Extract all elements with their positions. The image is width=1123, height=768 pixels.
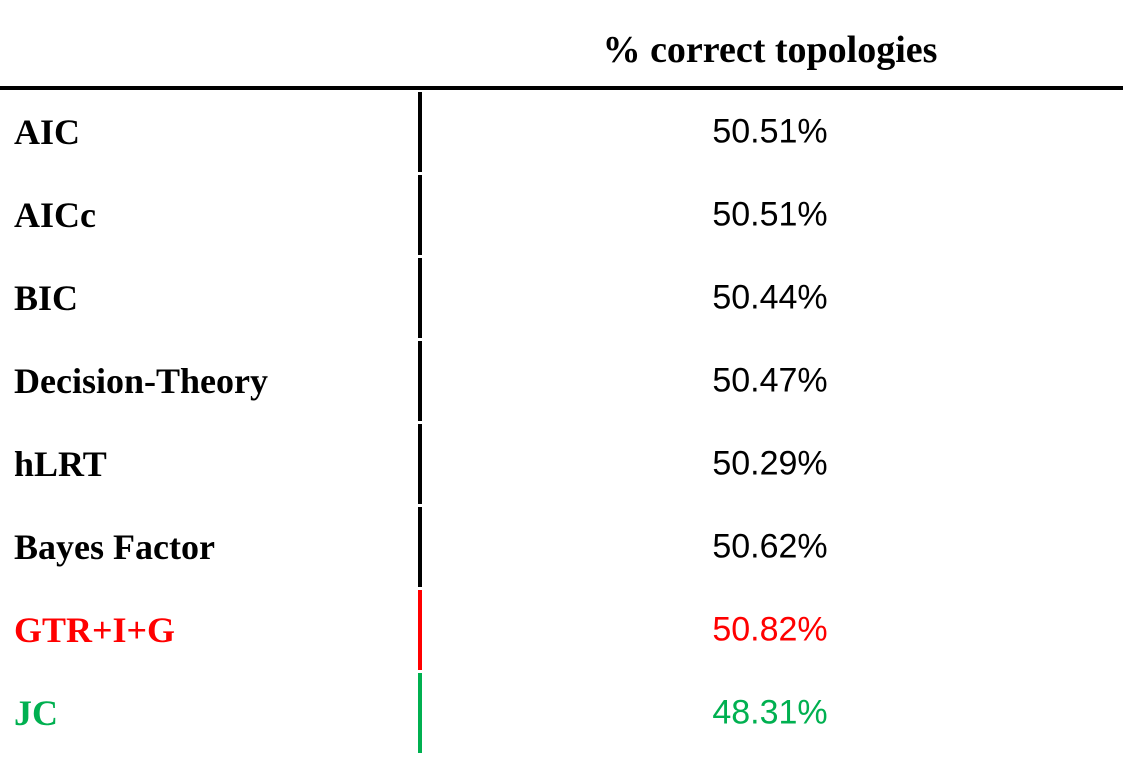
row-value: 50.51% [712, 195, 827, 233]
row-label: AIC [14, 112, 80, 152]
row-label: Decision-Theory [14, 361, 268, 401]
column-header: % correct topologies [603, 29, 938, 71]
row-label: hLRT [14, 444, 107, 484]
row-label: Bayes Factor [14, 527, 215, 567]
row-value: 50.51% [712, 112, 827, 150]
row-value: 50.47% [712, 361, 827, 399]
row-value: 48.31% [712, 693, 827, 731]
row-label: GTR+I+G [14, 610, 175, 650]
row-label: BIC [14, 278, 78, 318]
row-value: 50.29% [712, 444, 827, 482]
row-value: 50.82% [712, 610, 827, 648]
row-label: JC [14, 693, 58, 733]
row-value: 50.44% [712, 278, 827, 316]
row-value: 50.62% [712, 527, 827, 565]
row-label: AICc [14, 195, 96, 235]
